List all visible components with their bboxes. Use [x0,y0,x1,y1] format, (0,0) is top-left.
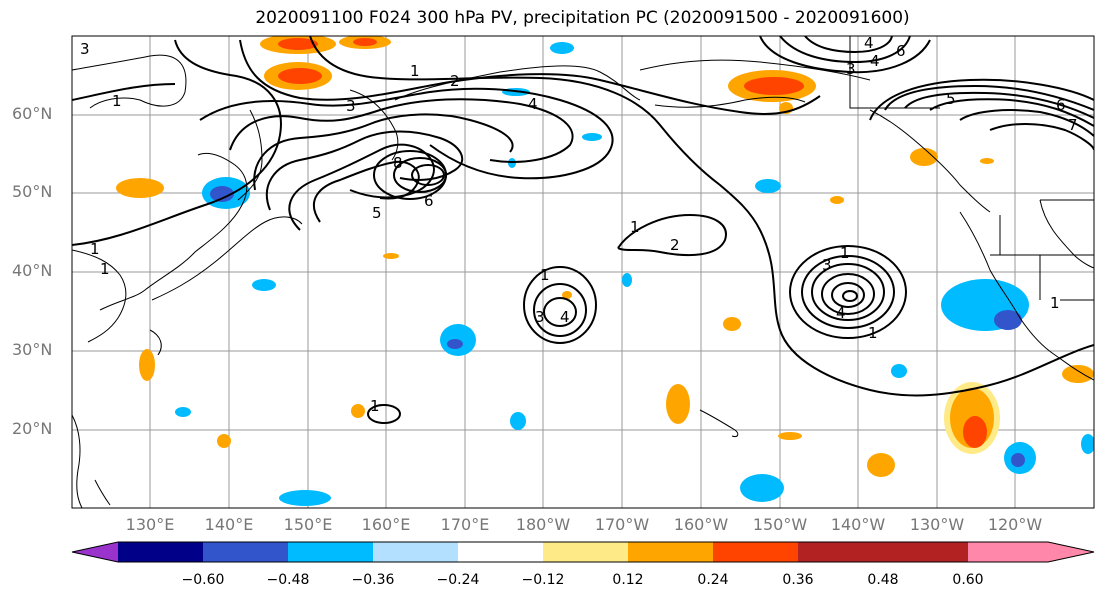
lon-label: 180°W [515,515,571,534]
contour-label: 3 [346,97,356,115]
lon-label: 140°E [204,515,254,534]
lon-label: 140°W [830,515,886,534]
colorbar-tick-label: −0.60 [181,572,225,588]
colorbar-segment [543,542,628,562]
contour-label: 5 [372,204,382,222]
map-border [71,35,1095,509]
lon-label: 130°W [909,515,965,534]
colorbar-tick-label: 0.60 [952,572,984,588]
lon-label: 160°W [673,515,729,534]
colorbar-tick-label: 0.36 [782,572,814,588]
lat-label: 60°N [12,104,53,123]
colorbar-tick-label: −0.24 [436,572,480,588]
contour-label: 1 [90,240,100,258]
map-title: 2020091100 F024 300 hPa PV, precipitatio… [255,8,910,28]
contour-label: 1 [112,92,122,110]
colorbar-segment [373,542,458,562]
lon-label: 130°E [125,515,175,534]
lon-label: 120°W [987,515,1043,534]
contour-label: 8 [393,154,403,172]
lon-label: 160°E [361,515,411,534]
contour-label: 3 [535,308,545,326]
contour-label: 4 [836,304,846,322]
lat-label: 20°N [12,419,53,438]
contour-label: 3 [80,40,90,58]
lat-label: 50°N [12,182,53,201]
colorbar-tick-label: −0.36 [351,572,395,588]
colorbar-tick-label: −0.48 [266,572,310,588]
contour-label: 4 [864,34,874,52]
colorbar-segment [458,542,543,562]
contour-label: 5 [946,90,956,108]
contour-label: 3 [822,256,832,274]
contour-label: 2 [450,72,460,90]
contour-label: 1 [840,244,850,262]
contour-labels: 3 1 1 1 2 4 3 8 6 5 1 2 1 3 4 1 1 3 4 1 … [80,34,1078,415]
lon-label: 170°E [440,515,490,534]
contour-label: 1 [410,62,420,80]
contour-label: 2 [670,236,680,254]
contour-label: 4 [528,95,538,113]
contour-label: 6 [896,42,906,60]
lat-label: 30°N [12,340,53,359]
contour-label: 6 [424,192,434,210]
contour-label: 6 [1056,96,1066,114]
contour-label: 4 [870,52,880,70]
colorbar-tick-label: 0.12 [612,572,644,588]
contour-label: 1 [630,218,640,236]
contour-label: 1 [1050,294,1060,312]
contour-label: 3 [846,60,856,78]
pv-contours [72,36,1094,424]
colorbar-segment [288,542,373,562]
contour-label: 1 [100,260,110,278]
colorbar-segment [628,542,713,562]
lon-label: 150°E [283,515,333,534]
contour-label: 7 [1068,116,1078,134]
colorbar-segment [118,542,203,562]
positive-anomaly [116,36,1094,477]
precipitation-shading [116,36,1094,506]
colorbar-segment [203,542,288,562]
colorbar-segment [883,542,968,562]
lon-label: 170°W [594,515,650,534]
colorbar-tick-label: −0.12 [521,572,565,588]
contour-label: 1 [868,324,878,342]
contour-label: 1 [540,266,550,284]
lon-label: 150°W [752,515,808,534]
contour-label: 1 [370,397,380,415]
lat-label: 40°N [12,261,53,280]
coastlines [72,36,1094,508]
colorbar-tick-label: 0.48 [867,572,899,588]
colorbar-tick-label: 0.24 [697,572,729,588]
colorbar [71,541,1095,563]
colorbar-min-extend [72,542,118,562]
contour-label: 4 [560,308,570,326]
colorbar-segment [713,542,798,562]
colorbar-segment [798,542,883,562]
